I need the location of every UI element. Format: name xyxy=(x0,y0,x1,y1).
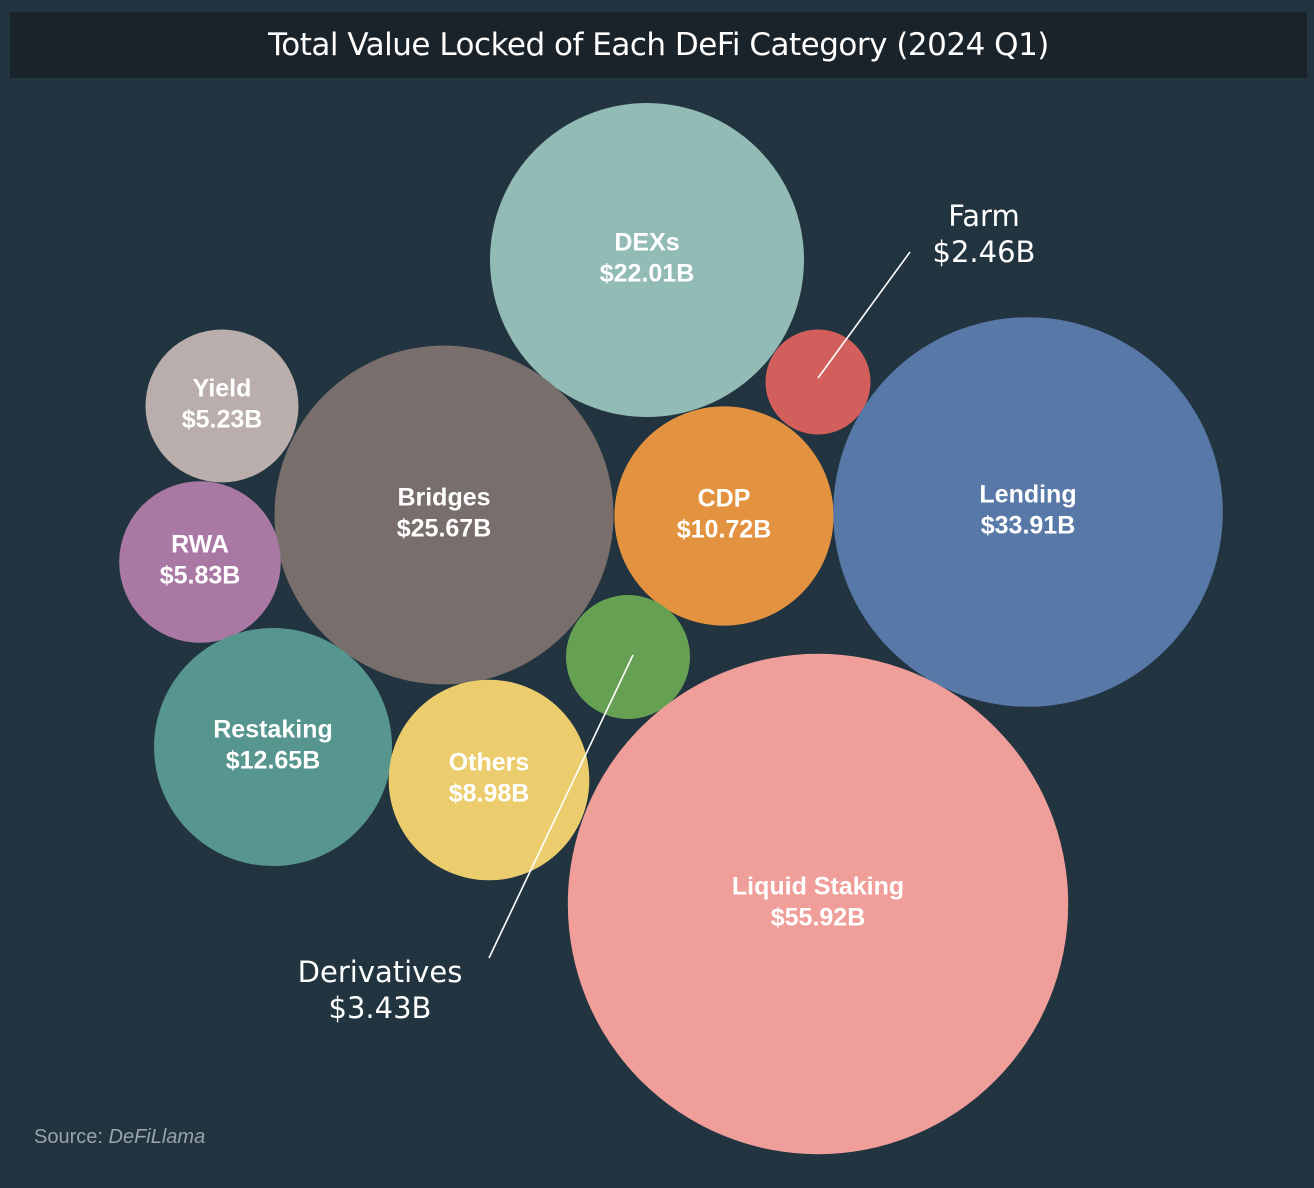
bubble-cdp xyxy=(614,406,834,626)
source-label: Source: xyxy=(34,1126,103,1148)
bubble-label-lending: Lending xyxy=(979,481,1076,509)
bubble-liquid-staking xyxy=(567,653,1069,1155)
bubble-label-yield: Yield xyxy=(193,375,252,403)
bubble-farm xyxy=(765,329,871,435)
bubble-others xyxy=(388,679,590,881)
bubble-label-others: Others xyxy=(449,749,530,777)
bubble-value-derivatives: $3.43B xyxy=(329,991,432,1025)
bubble-lending xyxy=(833,317,1223,707)
bubble-bridges xyxy=(274,345,614,685)
bubble-label-cdp: CDP xyxy=(698,485,751,513)
bubble-value-restaking: $12.65B xyxy=(226,747,321,775)
bubble-label-bridges: Bridges xyxy=(397,484,490,512)
title-bar: Total Value Locked of Each DeFi Category… xyxy=(10,12,1307,78)
bubble-value-yield: $5.23B xyxy=(182,406,263,434)
source-note: Source: DeFiLlama xyxy=(34,1126,205,1149)
bubble-label-liquid-staking: Liquid Staking xyxy=(732,873,904,901)
source-name: DeFiLlama xyxy=(108,1126,206,1148)
bubble-value-rwa: $5.83B xyxy=(160,562,241,590)
bubble-value-lending: $33.91B xyxy=(981,512,1076,540)
bubble-label-farm: Farm xyxy=(948,199,1019,233)
bubble-label-dexs: DEXs xyxy=(614,229,679,257)
leader-line-derivatives xyxy=(488,654,634,959)
bubble-restaking xyxy=(154,628,392,866)
bubble-yield xyxy=(145,329,299,483)
bubble-value-others: $8.98B xyxy=(449,780,530,808)
bubble-label-restaking: Restaking xyxy=(213,716,332,744)
chart-title: Total Value Locked of Each DeFi Category… xyxy=(268,27,1049,63)
bubble-rwa xyxy=(119,481,281,643)
leader-line-farm xyxy=(817,251,911,379)
bubble-label-rwa: RWA xyxy=(171,531,229,559)
bubble-value-bridges: $25.67B xyxy=(397,515,492,543)
bubble-dexs xyxy=(490,103,804,417)
bubble-value-farm: $2.46B xyxy=(933,235,1036,269)
bubble-value-cdp: $10.72B xyxy=(677,516,772,544)
bubble-value-liquid-staking: $55.92B xyxy=(771,904,866,932)
bubble-label-derivatives: Derivatives xyxy=(298,955,463,989)
bubble-derivatives xyxy=(566,595,690,719)
bubble-value-dexs: $22.01B xyxy=(600,260,695,288)
